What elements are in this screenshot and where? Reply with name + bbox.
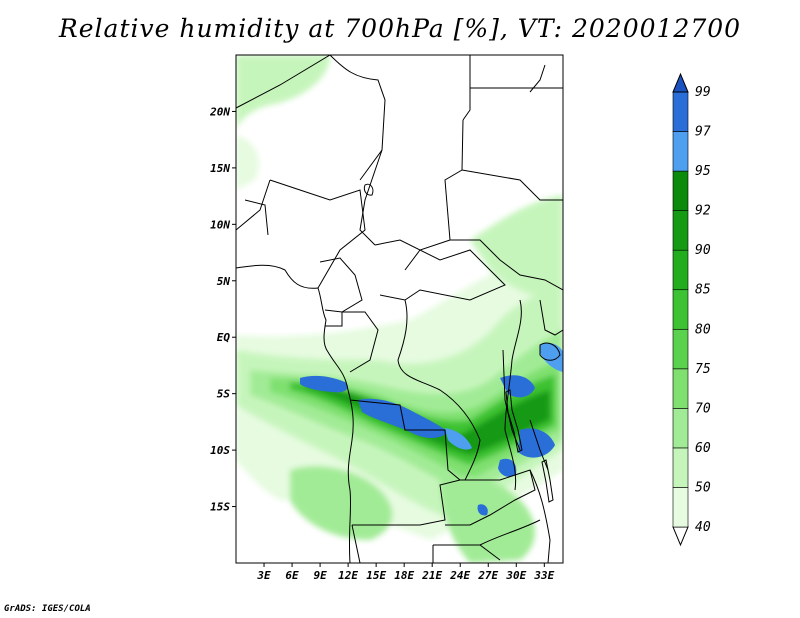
colorbar-label: 60 (695, 441, 711, 456)
colorbar-label: 95 (695, 164, 711, 179)
credit-label: GrADS: IGES/COLA (4, 604, 91, 614)
rh-north-patch-2 (236, 135, 259, 190)
rh-core-5 (518, 428, 555, 458)
lat-tick-label: 10S (210, 444, 230, 457)
rh-core-3 (445, 428, 472, 450)
rh-core-1 (300, 375, 348, 393)
colorbar-bin (672, 131, 689, 172)
lon-tick-label: 24E (449, 569, 470, 582)
border-niger-chad (359, 149, 383, 246)
lake-tanganyika (505, 389, 523, 453)
lake-malawi (541, 459, 554, 503)
latitude-axis: 20N 15N 10N 5N EQ 5S 10S 15S (209, 105, 236, 514)
colorbar-label: 85 (695, 283, 711, 298)
coastline-west-africa (236, 264, 354, 563)
colorbar-label: 70 (695, 401, 711, 416)
border-angola (349, 399, 462, 526)
border-drc-east (504, 299, 522, 491)
colorbar-bin (672, 487, 689, 528)
colorbar-label: 50 (695, 480, 711, 495)
colorbar-upper-triangle (672, 72, 689, 93)
lon-tick-label: 15E (366, 569, 386, 582)
colorbar: 40 50 60 70 75 80 85 90 92 95 97 99 (672, 72, 711, 547)
colorbar-bin (672, 447, 689, 488)
colorbar-bin (672, 249, 689, 291)
lon-tick-label: 6E (285, 569, 299, 582)
border-zimbabwe (479, 519, 541, 546)
colorbar-bin (672, 328, 689, 370)
lon-tick-label: 3E (256, 569, 271, 582)
border-sudan-south (461, 169, 563, 201)
colorbar-bin (672, 91, 689, 132)
border-cameroon (319, 257, 363, 313)
colorbar-label: 99 (695, 85, 711, 100)
border-chad-sudan (404, 119, 464, 271)
country-borders (236, 55, 563, 563)
longitude-axis: 3E 6E 9E 12E 15E 18E 21E 24E 27E 30E 33E (256, 563, 555, 582)
colorbar-bin (672, 170, 689, 211)
colorbar-lower-triangle (672, 526, 689, 547)
colorbar-label: 80 (695, 322, 711, 337)
border-nigeria (269, 179, 366, 289)
rh-core-8 (477, 504, 488, 516)
lat-tick-label: 15N (210, 162, 230, 175)
border-zambia (445, 469, 536, 526)
border-sahara-2 (329, 55, 386, 181)
lon-tick-label: 27E (477, 569, 498, 582)
rh-core-6 (540, 342, 563, 372)
rh-southeast (440, 476, 535, 563)
lake-chad (363, 183, 374, 196)
colorbar-bin (672, 408, 689, 449)
border-mozambique (529, 469, 551, 563)
rh-north-patch (236, 55, 330, 130)
chart-title: Relative humidity at 700hPa [%], VT: 202… (58, 14, 742, 43)
rh-northeast (470, 195, 563, 300)
border-east (539, 299, 563, 336)
lon-tick-label: 30E (505, 569, 526, 582)
border-drc (397, 299, 481, 481)
colorbar-bin (672, 210, 689, 251)
rh-southwest (290, 466, 393, 540)
lon-tick-label: 12E (338, 569, 358, 582)
border-gabon-congo (325, 311, 379, 373)
colorbar-label: 97 (695, 125, 711, 140)
colorbar-bin (672, 289, 689, 330)
colorbar-label: 40 (695, 520, 711, 535)
map-frame (235, 54, 564, 564)
red-sea-coast (529, 64, 546, 93)
lat-tick-label: EQ (217, 331, 231, 344)
border-sahara-1 (236, 55, 331, 109)
border-westafrica-2 (244, 199, 269, 236)
lat-tick-label: 5N (217, 275, 231, 288)
border-libya-egypt (462, 55, 471, 121)
border-southsudan (450, 239, 563, 291)
border-westafrica-inland (236, 179, 271, 231)
lon-tick-label: 21E (421, 569, 442, 582)
rh-core-7 (498, 458, 517, 477)
colorbar-bin (672, 368, 689, 409)
lon-tick-label: 18E (394, 569, 414, 582)
lat-tick-label: 10N (210, 218, 230, 231)
colorbar-label: 92 (695, 204, 711, 219)
humidity-shading (236, 55, 563, 563)
lat-tick-label: 20N (209, 105, 230, 118)
border-car (374, 239, 506, 301)
lat-tick-label: 5S (217, 388, 231, 401)
colorbar-label: 75 (695, 362, 711, 377)
lon-tick-label: 33E (533, 569, 554, 582)
lon-tick-label: 9E (313, 569, 327, 582)
lake-victoria (539, 342, 561, 361)
lat-tick-label: 15S (210, 501, 230, 514)
colorbar-label: 90 (695, 243, 711, 258)
